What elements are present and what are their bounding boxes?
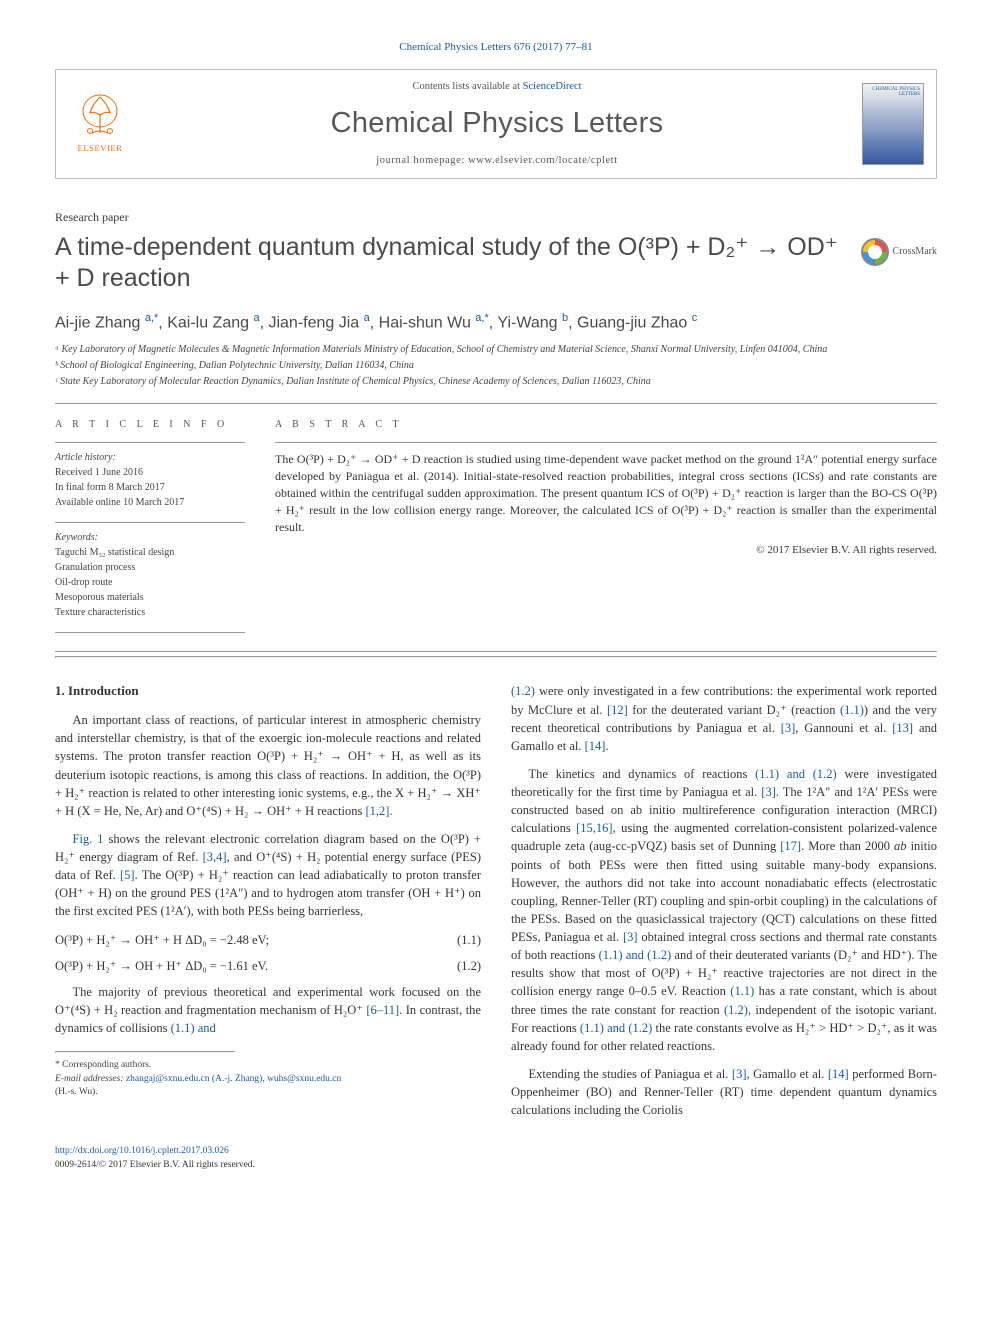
journal-name: Chemical Physics Letters: [148, 103, 846, 144]
body-columns: 1. Introduction An important class of re…: [55, 682, 937, 1129]
issn-line: 0009-2614/© 2017 Elsevier B.V. All right…: [55, 1159, 937, 1172]
affiliation-c: ᶜ State Key Laboratory of Molecular Reac…: [55, 374, 937, 389]
doi-link[interactable]: http://dx.doi.org/10.1016/j.cplett.2017.…: [55, 1145, 937, 1158]
homepage-url[interactable]: www.elsevier.com/locate/cplett: [468, 155, 618, 166]
elsevier-logo: ELSEVIER: [68, 86, 132, 162]
crossmark-icon: [861, 238, 889, 266]
kw-2: Oil-drop route: [55, 576, 245, 590]
contents-line: Contents lists available at ScienceDirec…: [148, 80, 846, 95]
rule-abs-1: [275, 442, 937, 443]
affiliation-a: ᵃ Key Laboratory of Magnetic Molecules &…: [55, 342, 937, 357]
elsevier-tree-icon: [78, 93, 122, 141]
equation-1-1: O(³P) + H₂⁺ → OH⁺ + H ΔD₀ = −2.48 eV; (1…: [55, 931, 481, 949]
journal-cover-thumb: CHEMICAL PHYSICS LETTERS: [862, 83, 924, 165]
cover-text: CHEMICAL PHYSICS LETTERS: [866, 87, 920, 97]
article-title: A time-dependent quantum dynamical study…: [55, 232, 841, 295]
crossmark-badge[interactable]: CrossMark: [861, 238, 937, 266]
homepage-prefix: journal homepage:: [376, 155, 468, 166]
sciencedirect-link[interactable]: ScienceDirect: [523, 81, 582, 92]
emails[interactable]: zhangaj@sxnu.edu.cn (A.-j. Zhang), wuhs@…: [126, 1074, 341, 1084]
journal-header: ELSEVIER Contents lists available at Sci…: [55, 69, 937, 179]
top-citation: Chemical Physics Letters 676 (2017) 77–8…: [55, 40, 937, 55]
homepage-line: journal homepage: www.elsevier.com/locat…: [148, 154, 846, 169]
footnote-rule: [55, 1051, 235, 1053]
right-column: (1.2) were only investigated in a few co…: [511, 682, 937, 1129]
section-heading-intro: 1. Introduction: [55, 682, 481, 701]
para-r-2: Extending the studies of Paniagua et al.…: [511, 1065, 937, 1119]
para-l-2: The majority of previous theoretical and…: [55, 983, 481, 1037]
para-r-1: The kinetics and dynamics of reactions (…: [511, 765, 937, 1055]
eqn-1-1-expr: O(³P) + H₂⁺ → OH⁺ + H ΔD₀ = −2.48 eV;: [55, 931, 269, 949]
doi-block: http://dx.doi.org/10.1016/j.cplett.2017.…: [55, 1145, 937, 1172]
para-l-0: An important class of reactions, of part…: [55, 711, 481, 820]
abstract-label: A B S T R A C T: [275, 418, 937, 432]
rule-info-3: [55, 632, 245, 633]
keywords-label: Keywords:: [55, 531, 245, 545]
eqn-1-1-num: (1.1): [457, 931, 481, 949]
affiliations: ᵃ Key Laboratory of Magnetic Molecules &…: [55, 342, 937, 389]
eqn-1-2-expr: O(³P) + H₂⁺ → OH + H⁺ ΔD₀ = −1.61 eV.: [55, 957, 268, 975]
crossmark-label: CrossMark: [893, 245, 937, 259]
abstract: A B S T R A C T The O(³P) + D₂⁺ → OD⁺ + …: [275, 418, 937, 633]
footnotes: * Corresponding authors. E-mail addresse…: [55, 1059, 481, 1099]
history-0: Received 1 June 2016: [55, 466, 245, 480]
corr-note: * Corresponding authors.: [55, 1059, 481, 1072]
history-1: In final form 8 March 2017: [55, 481, 245, 495]
abstract-copyright: © 2017 Elsevier B.V. All rights reserved…: [275, 543, 937, 558]
history-2: Available online 10 March 2017: [55, 496, 245, 510]
history-label: Article history:: [55, 451, 245, 465]
left-column: 1. Introduction An important class of re…: [55, 682, 481, 1129]
rule-bottom-2: [55, 656, 937, 658]
rule-info-2: [55, 522, 245, 523]
equation-1-2: O(³P) + H₂⁺ → OH + H⁺ ΔD₀ = −1.61 eV. (1…: [55, 957, 481, 975]
rule-bottom-1: [55, 651, 937, 652]
kw-4: Texture characteristics: [55, 606, 245, 620]
para-r-0: (1.2) were only investigated in a few co…: [511, 682, 937, 755]
article-type: Research paper: [55, 209, 937, 226]
eqn-1-2-num: (1.2): [457, 957, 481, 975]
email-tail: (H.-s. Wu).: [55, 1086, 481, 1099]
email-line: E-mail addresses: zhangaj@sxnu.edu.cn (A…: [55, 1073, 481, 1086]
abstract-text: The O(³P) + D₂⁺ → OD⁺ + D reaction is st…: [275, 451, 937, 535]
elsevier-label: ELSEVIER: [78, 143, 123, 155]
email-label: E-mail addresses:: [55, 1074, 124, 1084]
article-info: A R T I C L E I N F O Article history: R…: [55, 418, 245, 633]
rule-info-1: [55, 442, 245, 443]
article-info-label: A R T I C L E I N F O: [55, 418, 245, 432]
kw-0: Taguchi M₃₂ statistical design: [55, 546, 245, 560]
para-l-1: Fig. 1 shows the relevant electronic cor…: [55, 830, 481, 921]
contents-prefix: Contents lists available at: [412, 81, 522, 92]
rule-top: [55, 403, 937, 404]
kw-3: Mesoporous materials: [55, 591, 245, 605]
affiliation-b: ᵇ School of Biological Engineering, Dali…: [55, 358, 937, 373]
authors: Ai-jie Zhang a,*, Kai-lu Zang a, Jian-fe…: [55, 311, 937, 335]
kw-1: Granulation process: [55, 561, 245, 575]
